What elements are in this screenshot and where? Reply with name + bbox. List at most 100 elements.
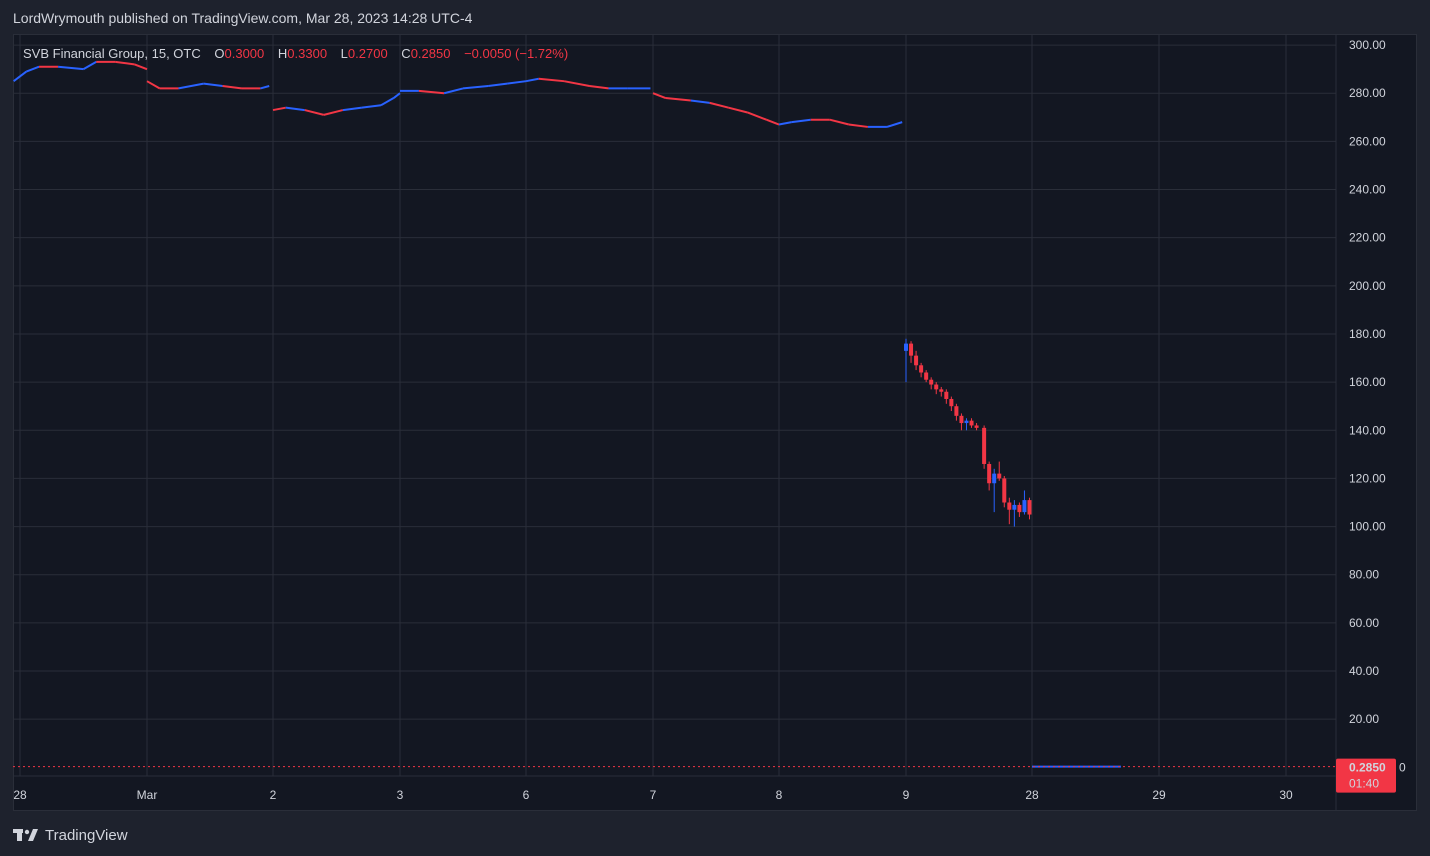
candle-body: [929, 379, 934, 385]
trend-segment: [133, 63, 148, 71]
time-axis-label: 7: [650, 788, 657, 802]
candle-body: [992, 473, 997, 484]
tradingview-logo-icon: [13, 829, 38, 841]
price-tag-edge-digit: 0: [1399, 761, 1406, 775]
candle-body: [959, 415, 964, 424]
candle-body: [924, 372, 929, 380]
candle-body: [944, 391, 949, 399]
trend-segment: [886, 121, 903, 128]
trend-segment: [848, 123, 869, 128]
trend-segment: [115, 60, 135, 66]
time-axis-label: 2: [270, 788, 277, 802]
price-axis-label: 300.00: [1349, 38, 1386, 52]
trend-segment: [342, 106, 363, 112]
trend-segment: [13, 70, 27, 82]
legend-open-label: O: [214, 46, 224, 61]
footer-brand-label: TradingView: [45, 826, 128, 844]
price-axis-label: 220.00: [1349, 231, 1386, 245]
price-axis-label: 80.00: [1349, 568, 1379, 582]
trend-segment: [393, 92, 401, 99]
candle-body: [982, 427, 987, 464]
trend-segment: [506, 80, 527, 85]
trend-segment: [260, 85, 270, 90]
legend-open-value: 0.3000: [225, 46, 265, 61]
candle-body: [919, 365, 924, 373]
trend-segment: [380, 97, 395, 107]
trend-segment: [589, 85, 609, 90]
time-axis-label: 28: [1025, 788, 1039, 802]
time-axis-label: 3: [397, 788, 404, 802]
candle-body: [949, 398, 954, 407]
time-axis-label: Mar: [137, 788, 158, 802]
candle-body: [1007, 502, 1012, 510]
last-price-tag: 0.2850 01:40 0: [1336, 758, 1406, 793]
price-axis-label: 100.00: [1349, 520, 1386, 534]
time-axis-label: 9: [903, 788, 910, 802]
trend-segment: [83, 61, 97, 71]
trend-segment: [563, 80, 590, 87]
candle-body: [914, 355, 919, 366]
legend-close-label: C: [401, 46, 410, 61]
candle-body: [1017, 504, 1022, 513]
candle-body: [997, 473, 1002, 479]
grid-lines: [13, 34, 1336, 776]
trend-segment: [766, 118, 780, 126]
candle-body: [904, 343, 908, 351]
trend-segment: [778, 121, 792, 126]
candle-body: [954, 406, 959, 416]
price-tag-background: [1336, 758, 1396, 793]
legend-high-label: H: [278, 46, 287, 61]
price-tag-countdown: 01:40: [1349, 777, 1379, 791]
candle-body: [909, 343, 914, 356]
trend-segment: [665, 97, 691, 102]
footer-brand[interactable]: TradingView: [13, 825, 128, 845]
candle-body: [1002, 478, 1007, 503]
price-axis: 300.00 280.00 260.00 240.00 220.00 200.00 180.…: [1349, 38, 1386, 726]
legend-low-value: 0.2700: [348, 46, 388, 61]
price-axis-label: 240.00: [1349, 183, 1386, 197]
trend-segment: [791, 118, 811, 124]
trend-segment: [178, 82, 204, 90]
legend-symbol: SVB Financial Group, 15, OTC: [23, 46, 201, 61]
trend-segment: [488, 82, 508, 87]
price-axis-label: 20.00: [1349, 712, 1379, 726]
time-axis-label: 6: [523, 788, 530, 802]
trend-segment: [525, 77, 539, 83]
price-chart[interactable]: 300.00280.00260.00240.00220.00200.00180.…: [13, 34, 1417, 811]
trend-segment: [285, 106, 305, 112]
price-axis-label: 260.00: [1349, 134, 1386, 148]
candle-body: [1022, 500, 1027, 513]
trend-segment: [538, 77, 565, 83]
trend-segment: [304, 109, 325, 116]
time-axis-label: 29: [1152, 788, 1166, 802]
trend-segment: [203, 82, 223, 87]
price-axis-label: 40.00: [1349, 664, 1379, 678]
candle-series: [13, 60, 1121, 768]
trend-segment: [323, 109, 344, 116]
trend-segment: [146, 80, 161, 90]
time-axis-label: 28: [13, 788, 27, 802]
trend-segment: [829, 118, 850, 126]
price-tag-price: 0.2850: [1349, 761, 1386, 775]
candle-body: [1027, 500, 1032, 515]
trend-segment: [728, 106, 748, 114]
candle-body: [1012, 504, 1017, 510]
price-axis-label: 200.00: [1349, 279, 1386, 293]
svg-text:SVB Financial Group, 15, OTC: SVB Financial Group, 15, OTC O0.3000 H0.…: [23, 46, 568, 61]
price-axis-label: 160.00: [1349, 375, 1386, 389]
trend-segment: [462, 85, 489, 90]
time-axis-label: 8: [776, 788, 783, 802]
price-axis-label: 140.00: [1349, 423, 1386, 437]
time-axis-label: 30: [1279, 788, 1293, 802]
candle-body: [964, 420, 969, 424]
price-axis-label: 60.00: [1349, 616, 1379, 630]
trend-segment: [222, 85, 242, 90]
legend-low-label: L: [341, 46, 348, 61]
legend-close-value: 0.2850: [411, 46, 451, 61]
trend-segment: [747, 111, 767, 121]
chart-frame[interactable]: [13, 34, 1417, 811]
trend-segment: [361, 104, 382, 109]
legend-high-value: 0.3300: [287, 46, 327, 61]
legend-change: −0.0050 (−1.72%): [464, 46, 568, 61]
candle-body: [987, 463, 992, 484]
